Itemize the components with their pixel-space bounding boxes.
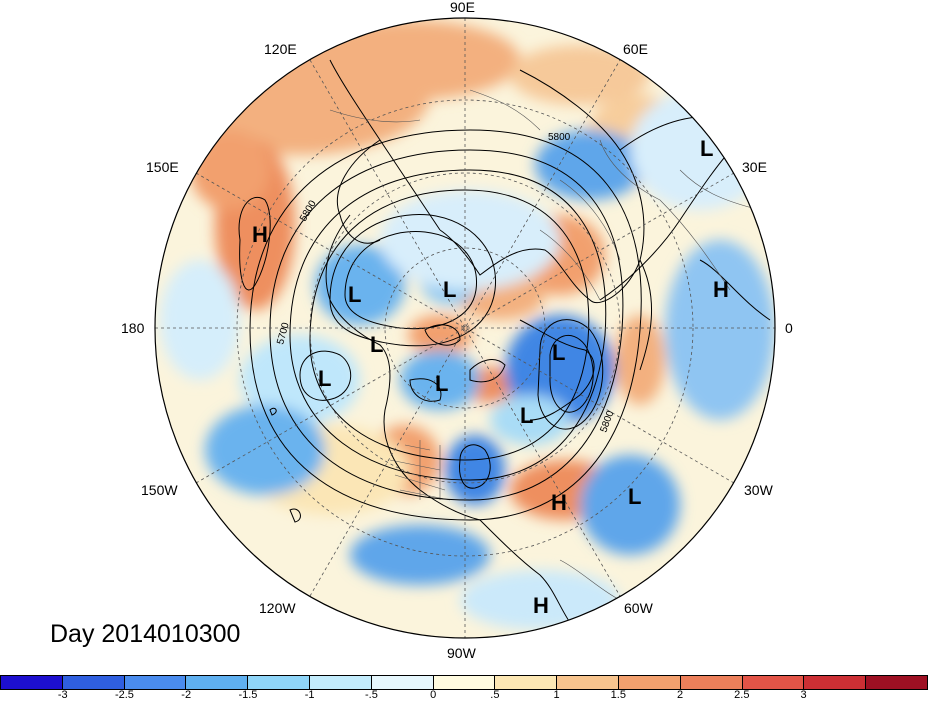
- colorbar-tick-label: 1: [553, 689, 560, 701]
- longitude-label-150w: 150W: [141, 482, 178, 498]
- colorbar-tick-label: .5: [490, 689, 500, 701]
- colorbar-swatch: [371, 676, 434, 689]
- longitude-label-60w: 60W: [624, 600, 653, 616]
- longitude-label-90e: 90E: [450, 0, 475, 15]
- high-pressure-marker: H: [252, 222, 268, 247]
- colorbar-tick-label: 0: [430, 689, 437, 701]
- colorbar-swatch: [248, 676, 310, 689]
- colorbar-swatch: [309, 676, 372, 689]
- graticule: [155, 18, 775, 638]
- map-date-title: Day 2014010300: [50, 620, 241, 648]
- low-pressure-marker: L: [435, 371, 448, 396]
- high-pressure-marker: H: [713, 277, 729, 302]
- colorbar-tick-label: -3: [57, 689, 68, 701]
- contour-label: 5800: [548, 132, 571, 143]
- colorbar-tick-label: 3: [800, 689, 807, 701]
- colorbar-tick-label: -.5: [364, 689, 378, 701]
- colorbar-swatch: [557, 676, 619, 689]
- polar-stereographic-map: 5800 5800 5700 5800 H L L L L L L L L H …: [154, 17, 776, 639]
- pressure-systems: H L L L L L L L L H H L H: [252, 136, 729, 618]
- colorbar-swatch: [1, 676, 63, 689]
- colorbar-swatch: [495, 676, 558, 689]
- low-pressure-marker: L: [318, 366, 331, 391]
- low-pressure-marker: L: [520, 403, 533, 428]
- colorbar-swatch: [433, 676, 496, 689]
- colorbar-tick-label: -1: [304, 689, 315, 701]
- longitude-label-0: 0: [785, 320, 793, 336]
- colorbar-tick-label: -2: [181, 689, 192, 701]
- colorbar-tick-label: -1.5: [238, 689, 258, 701]
- low-pressure-marker: L: [443, 277, 456, 302]
- low-pressure-marker: L: [628, 484, 641, 509]
- low-pressure-marker: L: [348, 282, 361, 307]
- colorbar-tick-label: -2.5: [114, 689, 134, 701]
- colorbar-swatch: [866, 676, 927, 689]
- high-pressure-marker: H: [533, 593, 549, 618]
- low-pressure-marker: L: [552, 340, 565, 365]
- longitude-label-120w: 120W: [259, 600, 296, 616]
- low-pressure-marker: L: [700, 136, 713, 161]
- height-contours: [238, 129, 642, 521]
- colorbar-swatch: [186, 676, 249, 689]
- colorbar-swatch: [124, 676, 187, 689]
- map-border: [154, 17, 776, 639]
- colorbar-swatch: [680, 676, 743, 689]
- low-pressure-marker: L: [370, 332, 383, 357]
- colorbar-tick-label: 1.5: [610, 689, 626, 701]
- longitude-label-120e: 120E: [264, 41, 297, 57]
- colorbar-swatch: [742, 676, 805, 689]
- colorbar-swatch: [804, 676, 867, 689]
- high-pressure-marker: H: [551, 490, 567, 515]
- colorbar-tick-label: 2: [677, 689, 684, 701]
- colorbar-swatch: [618, 676, 681, 689]
- colorbar-tick-label: 2.5: [734, 689, 750, 701]
- longitude-label-30w: 30W: [744, 482, 773, 498]
- colorbar-swatch: [62, 676, 125, 689]
- longitude-label-150e: 150E: [146, 159, 179, 175]
- country-borders: [329, 89, 761, 601]
- longitude-label-60e: 60E: [623, 41, 648, 57]
- longitude-label-180: 180: [121, 320, 145, 336]
- longitude-label-30e: 30E: [742, 159, 767, 175]
- colorbar: [0, 675, 928, 690]
- longitude-label-90w: 90W: [447, 645, 476, 661]
